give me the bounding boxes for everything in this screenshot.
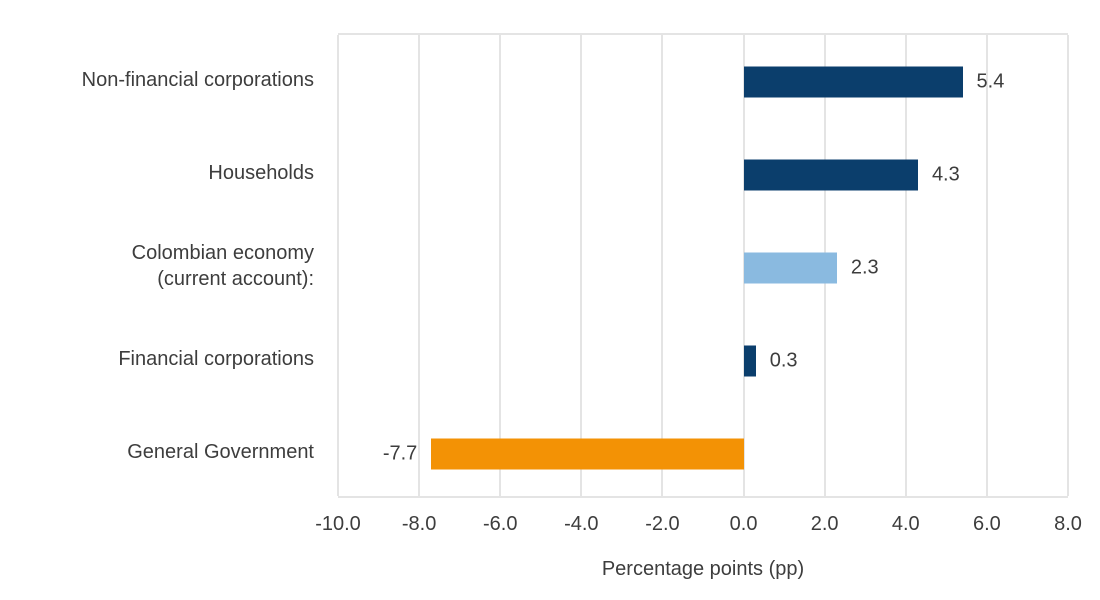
- x-tick-label: 4.0: [891, 513, 920, 535]
- x-tick-label: -4.0: [564, 513, 599, 535]
- value-label: 2.3: [850, 256, 879, 278]
- bar: [743, 66, 963, 97]
- x-tick-label: -6.0: [482, 513, 518, 535]
- category-label: Households: [208, 161, 314, 184]
- x-axis-title: Percentage points (pp): [601, 558, 805, 580]
- category-label: General Government: [127, 440, 314, 463]
- value-label: 4.3: [931, 163, 960, 185]
- value-label: -7.7: [382, 442, 418, 464]
- bar: [743, 345, 756, 376]
- plot-area: 5.4 4.3 2.3 0.3 -7.7: [337, 33, 1069, 498]
- x-tick-label: -10.0: [315, 513, 361, 535]
- value-label: 0.3: [769, 349, 798, 371]
- gridline: [580, 35, 583, 496]
- gridline: [904, 35, 907, 496]
- bar: [743, 159, 918, 190]
- x-tick-label: -8.0: [401, 513, 437, 535]
- x-tick-label: 0.0: [729, 513, 758, 535]
- gridline: [985, 35, 988, 496]
- gridline: [499, 35, 502, 496]
- gridline: [1067, 35, 1069, 496]
- gridline: [418, 35, 421, 496]
- x-tick-label: 8.0: [1054, 513, 1082, 535]
- category-label: Colombian economy (current account):: [131, 241, 314, 290]
- category-label: Non-financial corporations: [81, 68, 314, 91]
- x-tick-label: -2.0: [645, 513, 680, 535]
- value-label: 5.4: [976, 70, 1005, 92]
- category-label: Financial corporations: [118, 347, 314, 370]
- x-tick-label: 6.0: [972, 513, 1001, 535]
- gridline: [661, 35, 664, 496]
- bar: [743, 252, 837, 283]
- x-tick-label: 2.0: [810, 513, 839, 535]
- gridline: [337, 35, 339, 496]
- bar: [431, 438, 744, 469]
